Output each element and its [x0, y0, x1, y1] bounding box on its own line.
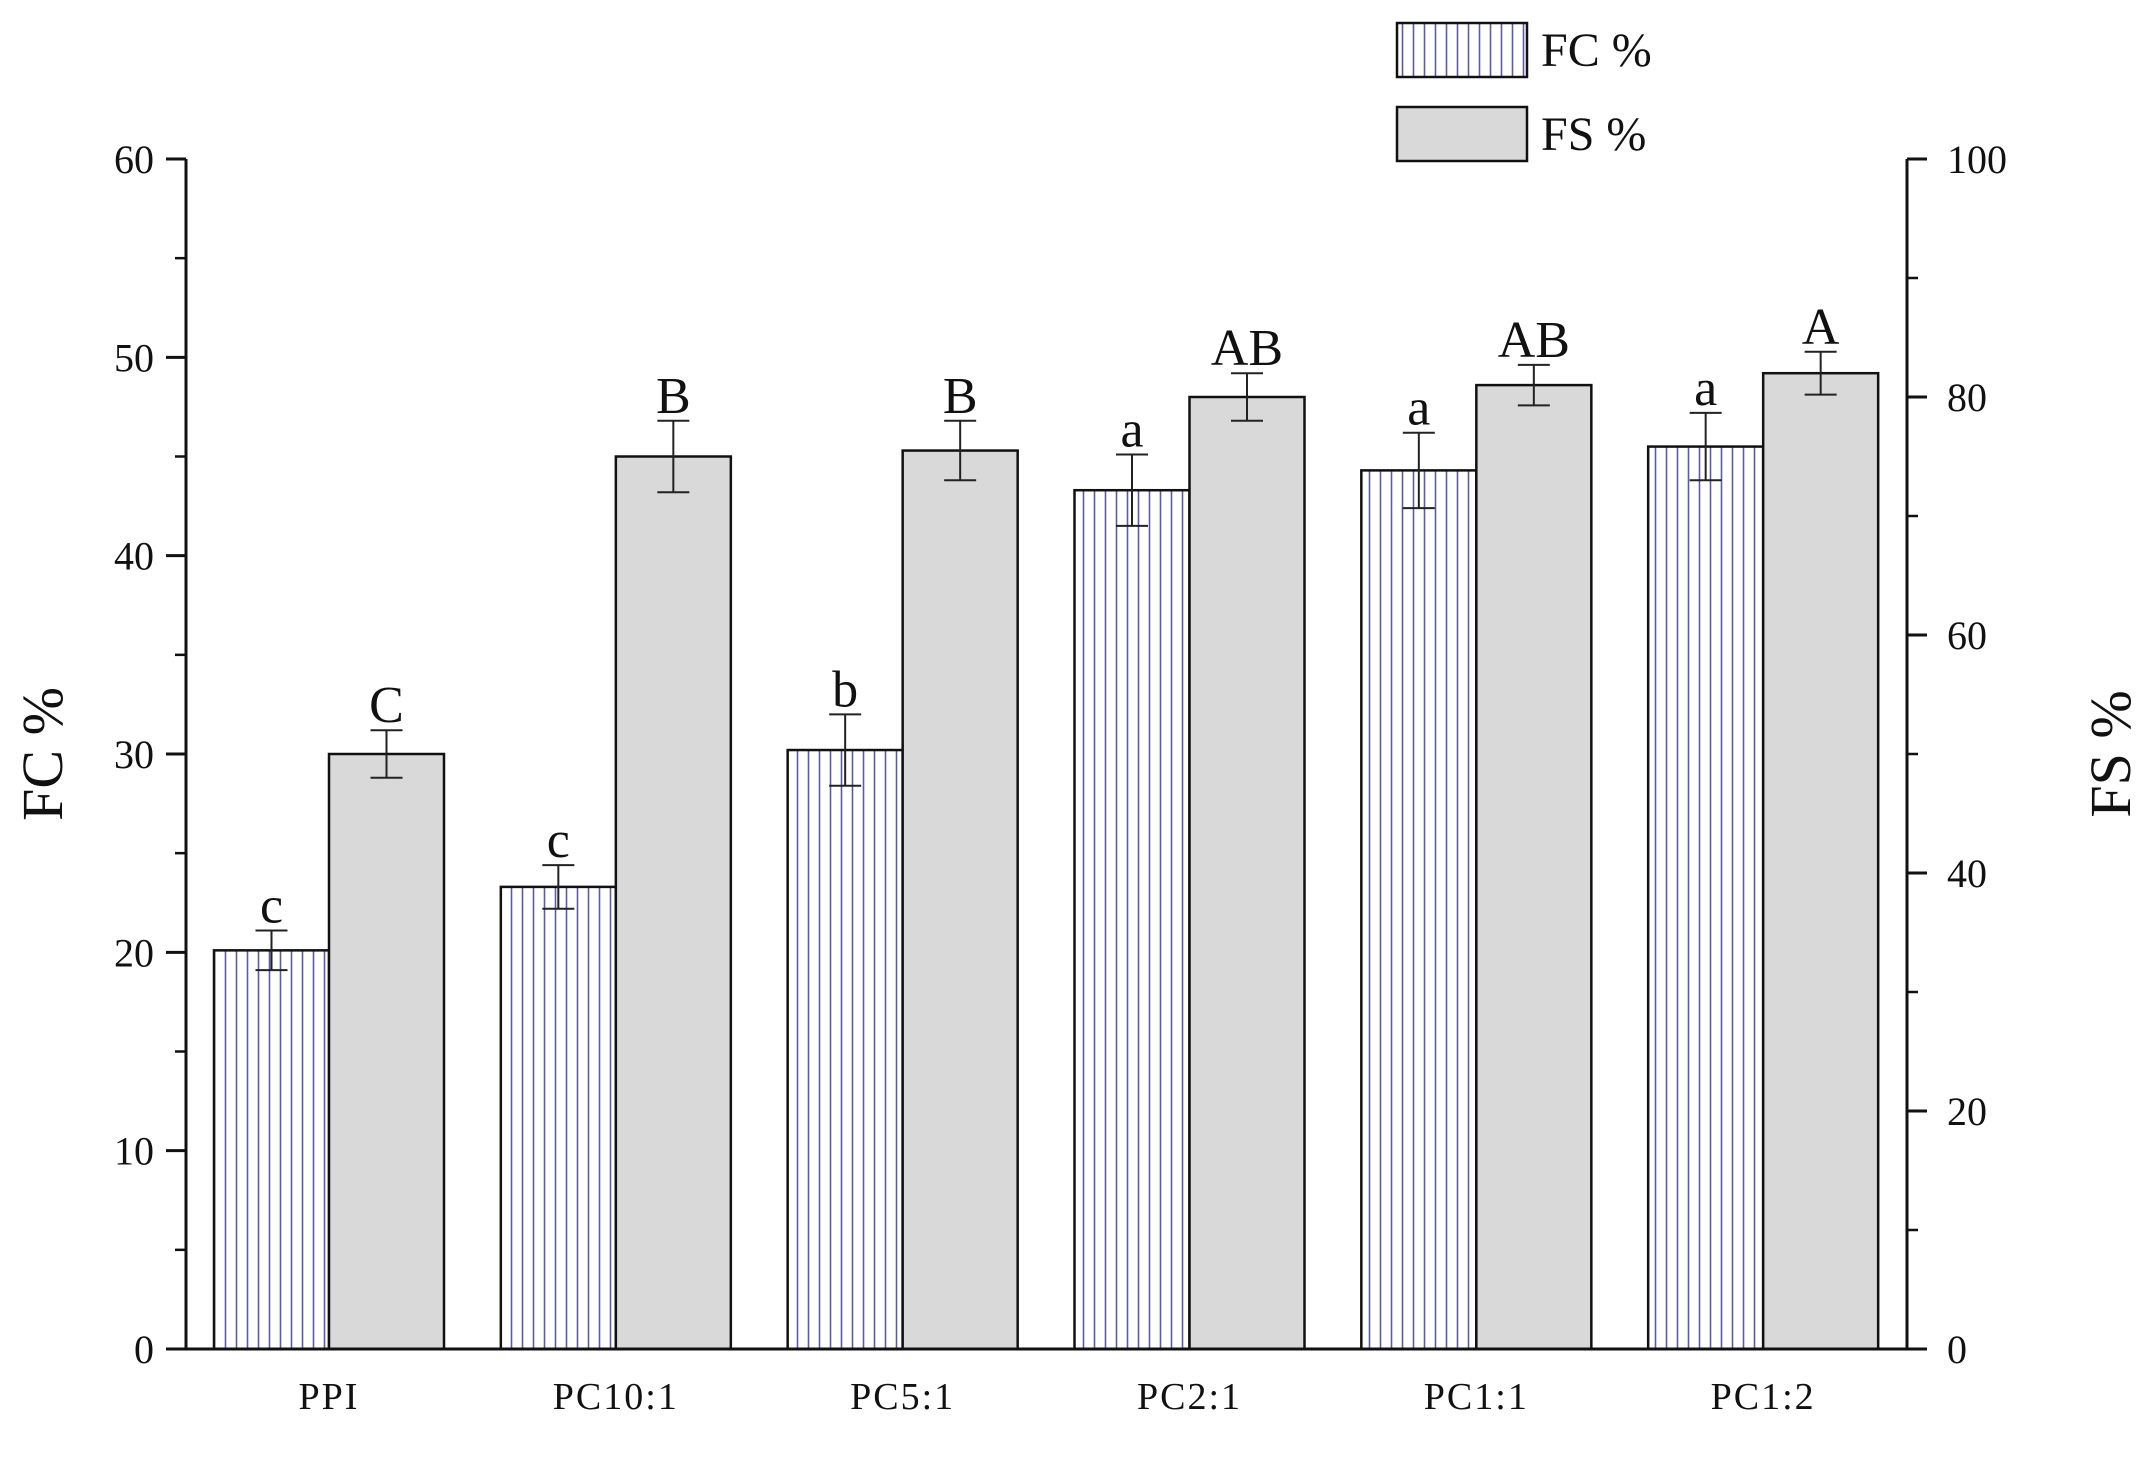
legend-swatch-fs	[1395, 105, 1529, 163]
fs-bar-4	[1475, 383, 1593, 1351]
x-tick-label-1: PC10:1	[553, 1376, 679, 1418]
legend-label-fc: FC %	[1541, 24, 1652, 77]
right-y-tick-label-4: 80	[1947, 375, 1987, 420]
fc-bar-3	[1073, 488, 1191, 1351]
fs-bar-0	[327, 752, 446, 1351]
fc-bar-4	[1360, 469, 1478, 1351]
fc-bar-2	[786, 748, 904, 1351]
fs-significance-label-2: B	[943, 368, 978, 425]
fc-bar-1	[499, 885, 618, 1351]
right-y-tick-label-3: 60	[1947, 613, 1987, 658]
fs-bar-2	[901, 449, 1019, 1351]
right-y-axis-title: FS %	[2078, 690, 2143, 817]
left-y-axis-title: FC %	[10, 687, 75, 821]
fs-significance-label-0: C	[369, 677, 404, 734]
fc-significance-label-1: c	[547, 812, 570, 869]
fc-significance-label-4: a	[1407, 380, 1430, 437]
axes-layer	[166, 157, 1927, 1351]
legend-swatch-fc	[1395, 21, 1529, 79]
legend-label-fs: FS %	[1541, 108, 1646, 161]
right-y-tick-label-5: 100	[1947, 137, 2007, 182]
fs-bar-5	[1761, 371, 1880, 1351]
left-y-tick-label-3: 30	[114, 732, 154, 777]
x-tick-label-3: PC2:1	[1137, 1376, 1242, 1418]
left-y-tick-label-0: 0	[134, 1327, 154, 1372]
left-y-tick-label-1: 10	[114, 1129, 154, 1174]
fs-significance-label-4: AB	[1498, 312, 1570, 369]
fs-bar-1	[614, 455, 733, 1351]
legend: FC % FS %	[1395, 21, 1652, 163]
right-y-tick-label-2: 40	[1947, 851, 1987, 896]
bars-layer	[212, 350, 1880, 1351]
left-y-tick-label-5: 50	[114, 335, 154, 380]
right-y-tick-label-1: 20	[1947, 1089, 1987, 1134]
x-tick-label-5: PC1:2	[1711, 1376, 1816, 1418]
fc-significance-label-3: a	[1120, 402, 1143, 459]
fc-bar-0	[212, 949, 331, 1351]
left-y-tick-label-6: 60	[114, 137, 154, 182]
fs-significance-label-3: AB	[1211, 320, 1283, 377]
fc-significance-label-5: a	[1694, 360, 1717, 417]
left-y-tick-label-4: 40	[114, 534, 154, 579]
fc-bar-5	[1646, 445, 1765, 1351]
fs-significance-label-5: A	[1802, 299, 1840, 356]
left-y-tick-label-2: 20	[114, 930, 154, 975]
fc-significance-label-2: b	[832, 661, 858, 718]
x-tick-label-2: PC5:1	[850, 1376, 955, 1418]
right-y-tick-label-0: 0	[1947, 1327, 1967, 1372]
fc-significance-label-0: c	[260, 878, 283, 935]
labels-layer: c C PPI c B PC10:1 b B PC5:1 a AB PC2:1 a AB PC1:1 a A PC…	[10, 137, 2143, 1418]
fs-significance-label-1: B	[656, 368, 691, 425]
x-tick-label-0: PPI	[299, 1376, 360, 1418]
fs-bar-3	[1188, 395, 1306, 1351]
x-tick-label-4: PC1:1	[1424, 1376, 1529, 1418]
